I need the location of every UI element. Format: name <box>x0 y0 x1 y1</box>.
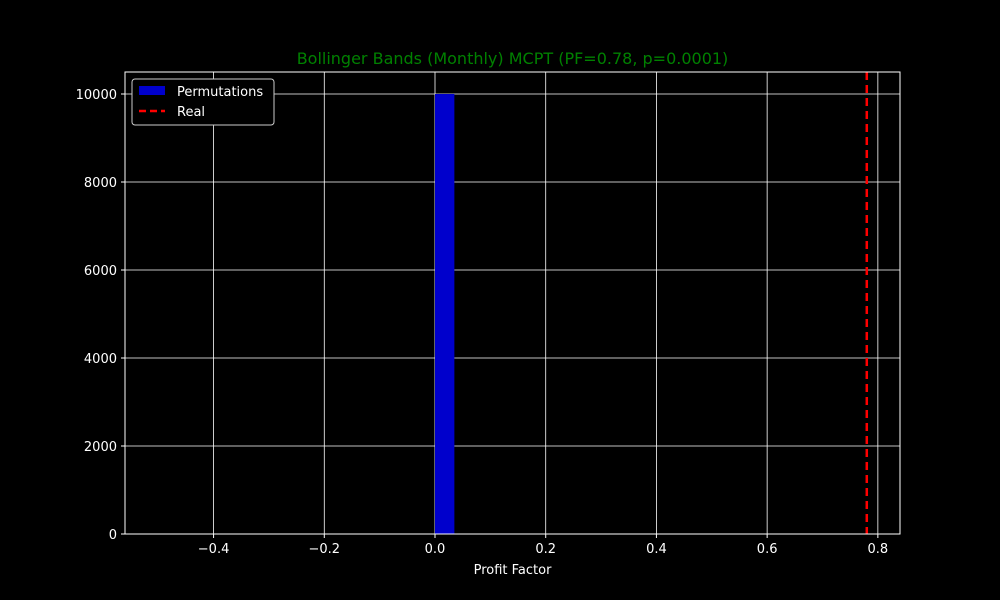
y-tick-label: 2000 <box>84 440 117 455</box>
y-axis-ticks: 0 2000 4000 6000 8000 10000 <box>76 88 125 543</box>
x-tick-label: 0.6 <box>757 542 778 557</box>
legend-label-permutations: Permutations <box>177 85 263 100</box>
histogram-bar <box>435 94 455 534</box>
x-tick-label: 0.0 <box>425 542 446 557</box>
y-tick-label: 8000 <box>84 176 117 191</box>
legend-box <box>131 78 275 126</box>
y-tick-label: 6000 <box>84 264 117 279</box>
x-axis-ticks: −0.4 −0.2 0.0 0.2 0.4 0.6 0.8 <box>198 534 888 557</box>
plot-frame <box>124 71 901 535</box>
legend-label-real: Real <box>177 105 205 120</box>
x-axis-label: Profit Factor <box>474 563 552 578</box>
x-tick-label: 0.4 <box>646 542 667 557</box>
x-tick-label: 0.8 <box>868 542 889 557</box>
x-tick-label: −0.2 <box>308 542 340 557</box>
y-tick-label: 0 <box>109 528 117 543</box>
legend: Permutations Real <box>131 78 275 126</box>
legend-swatch-permutations <box>139 86 165 95</box>
y-tick-label: 10000 <box>76 88 117 103</box>
histogram-bars <box>435 94 455 534</box>
chart-title: Bollinger Bands (Monthly) MCPT (PF=0.78,… <box>297 49 729 68</box>
y-tick-label: 4000 <box>84 352 117 367</box>
x-tick-label: −0.4 <box>198 542 230 557</box>
x-tick-label: 0.2 <box>535 542 556 557</box>
